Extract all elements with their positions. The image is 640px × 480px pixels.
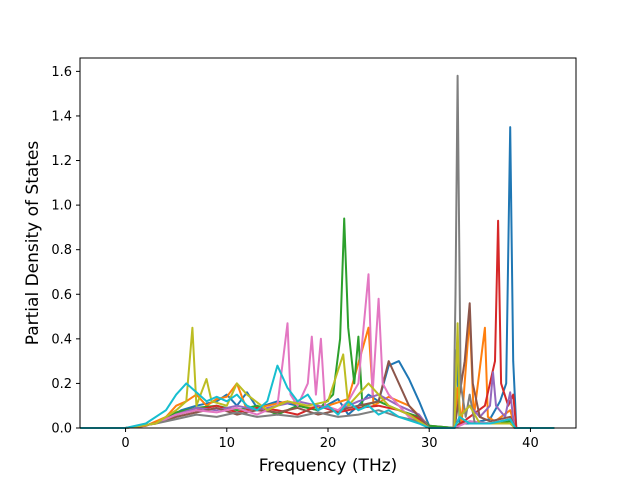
series-line-10 [80, 364, 555, 429]
y-tick-label: 1.4 [51, 109, 72, 124]
y-tick-label: 0.8 [51, 243, 72, 258]
y-tick-label: 0.0 [51, 422, 72, 437]
series-line-3 [80, 217, 555, 429]
series-layer [80, 74, 555, 429]
series-line-4 [80, 219, 555, 429]
x-axis-label: Frequency (THz) [259, 456, 398, 476]
y-tick-label: 1.6 [51, 65, 72, 80]
y-axis-label: Partial Density of States [23, 141, 43, 346]
y-axis-ticks: 0.0 0.2 0.4 0.6 0.8 1.0 1.2 1.4 1.6 [51, 65, 80, 437]
x-tick-label: 40 [522, 436, 539, 451]
x-axis-ticks: 0 10 20 30 40 [121, 428, 539, 451]
x-tick-label: 30 [421, 436, 438, 451]
y-tick-label: 1.2 [51, 154, 72, 169]
y-tick-label: 0.6 [51, 288, 72, 303]
x-tick-label: 0 [121, 436, 129, 451]
y-tick-label: 0.4 [51, 332, 72, 347]
x-tick-label: 10 [219, 436, 236, 451]
y-tick-label: 0.2 [51, 377, 72, 392]
y-tick-label: 1.0 [51, 199, 72, 214]
x-tick-label: 20 [320, 436, 337, 451]
series-line-5 [80, 371, 555, 429]
series-line-6 [80, 302, 555, 429]
